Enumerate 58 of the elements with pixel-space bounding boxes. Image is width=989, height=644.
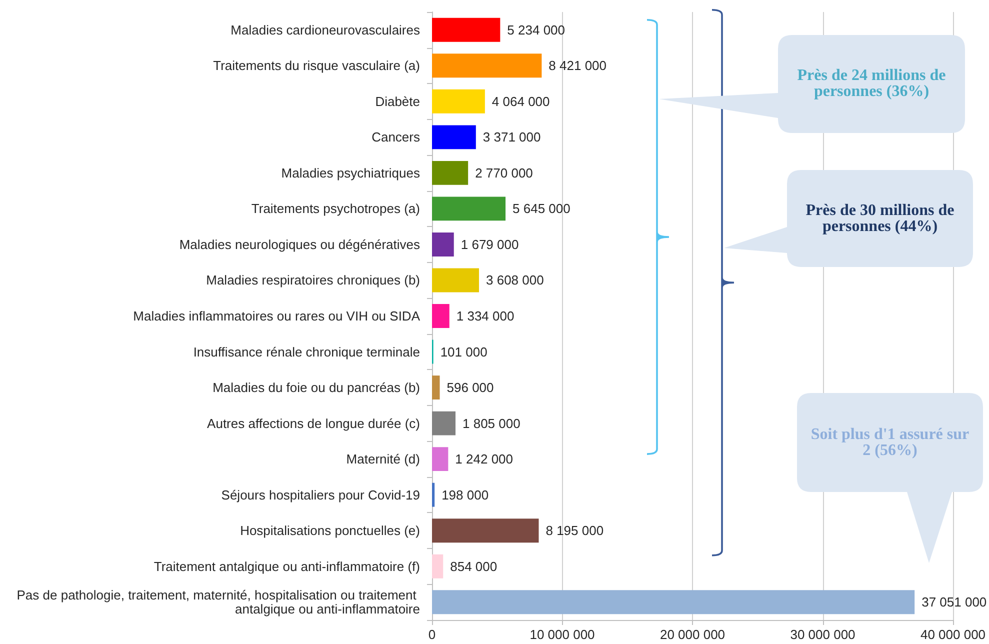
y-tick-label: Maladies cardioneurovasculaires [230,22,420,38]
bar [432,590,915,614]
data-label: 8 195 000 [546,523,604,538]
y-tick-label: Diabète [375,94,420,109]
bar [432,196,506,221]
data-label: 1 334 000 [456,308,514,324]
y-tick-label: Maternité (d) [346,452,420,467]
y-tick-label: Insuffisance rénale chronique terminale [193,344,420,360]
data-label: 8 421 000 [548,58,607,74]
data-label: 37 051 000 [922,594,987,610]
bar [432,268,479,292]
x-tick-label: 0 [428,627,436,642]
y-tick-label: Autres affections de longue durée (c) [207,416,420,431]
bar [432,518,539,543]
y-tick-label: Maladies psychiatriques [281,165,420,180]
data-label: 5 234 000 [507,22,566,38]
y-tick-label: Traitement antalgique ou anti-inflammatoire (f) [154,558,420,574]
bar [432,482,435,507]
bar [432,18,500,42]
y-tick-label: Maladies neurologiques ou dégénératives [179,236,420,252]
y-tick-label: Pas de pathologie, traitement, maternité, hospitalisation ou traitement antalgique ou anti-inflammatoire [16,588,420,617]
data-label: 3 371 000 [482,130,541,145]
y-tick-label: Traitements du risque vasculaire (a) [213,58,420,74]
y-tick-label: Hospitalisations ponctuelles (e) [240,523,420,538]
bar [432,447,448,472]
data-label: 4 064 000 [492,94,550,109]
bar [432,160,468,185]
y-tick-label: Maladies inflammatoires ou rares ou VIH ou SIDA [133,308,420,324]
x-tick-label: 30 000 000 [790,627,856,642]
bar [432,232,454,256]
annotation: Près de 30 millions de personnes (44%) [804,202,956,234]
bar [432,376,440,400]
y-tick-label: Cancers [372,130,420,145]
data-label: 1 242 000 [455,452,514,467]
data-label: 101 000 [440,344,488,360]
bar [432,54,542,78]
bar [432,89,485,114]
bar [432,411,456,436]
y-tick-label: Séjours hospitaliers pour Covid-19 [221,487,420,502]
y-tick-label: Maladies respiratoires chroniques (b) [206,272,420,288]
data-label: 596 000 [446,380,494,396]
data-label: 1 805 000 [462,416,520,431]
y-tick-label: Maladies du foie ou du pancréas (b) [212,380,420,396]
x-tick-label: 40 000 000 [920,627,986,642]
data-label: 5 645 000 [512,201,570,216]
data-label: 854 000 [450,558,498,574]
annotation: Soit plus d'1 assuré sur 2 (56%) [810,426,970,458]
bar [432,554,444,578]
data-label: 198 000 [442,487,489,502]
data-label: 1 679 000 [460,236,519,252]
bar [432,125,476,150]
data-label: 3 608 000 [486,272,544,288]
x-tick-label: 10 000 000 [530,627,595,642]
data-label: 2 770 000 [475,165,533,180]
bar [432,304,450,328]
x-tick-label: 20 000 000 [660,627,726,642]
y-tick-label: Traitements psychotropes (a) [251,201,420,216]
annotation: Près de 24 millions de personnes (36%) [796,67,947,100]
